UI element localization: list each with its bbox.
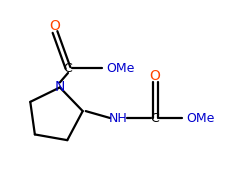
Text: O: O	[50, 19, 61, 33]
Text: NH: NH	[109, 112, 127, 125]
Text: O: O	[149, 69, 160, 83]
Text: OMe: OMe	[106, 62, 134, 74]
Text: OMe: OMe	[186, 112, 214, 125]
Text: C: C	[151, 112, 159, 125]
Text: N: N	[55, 80, 65, 94]
Text: C: C	[64, 62, 72, 74]
